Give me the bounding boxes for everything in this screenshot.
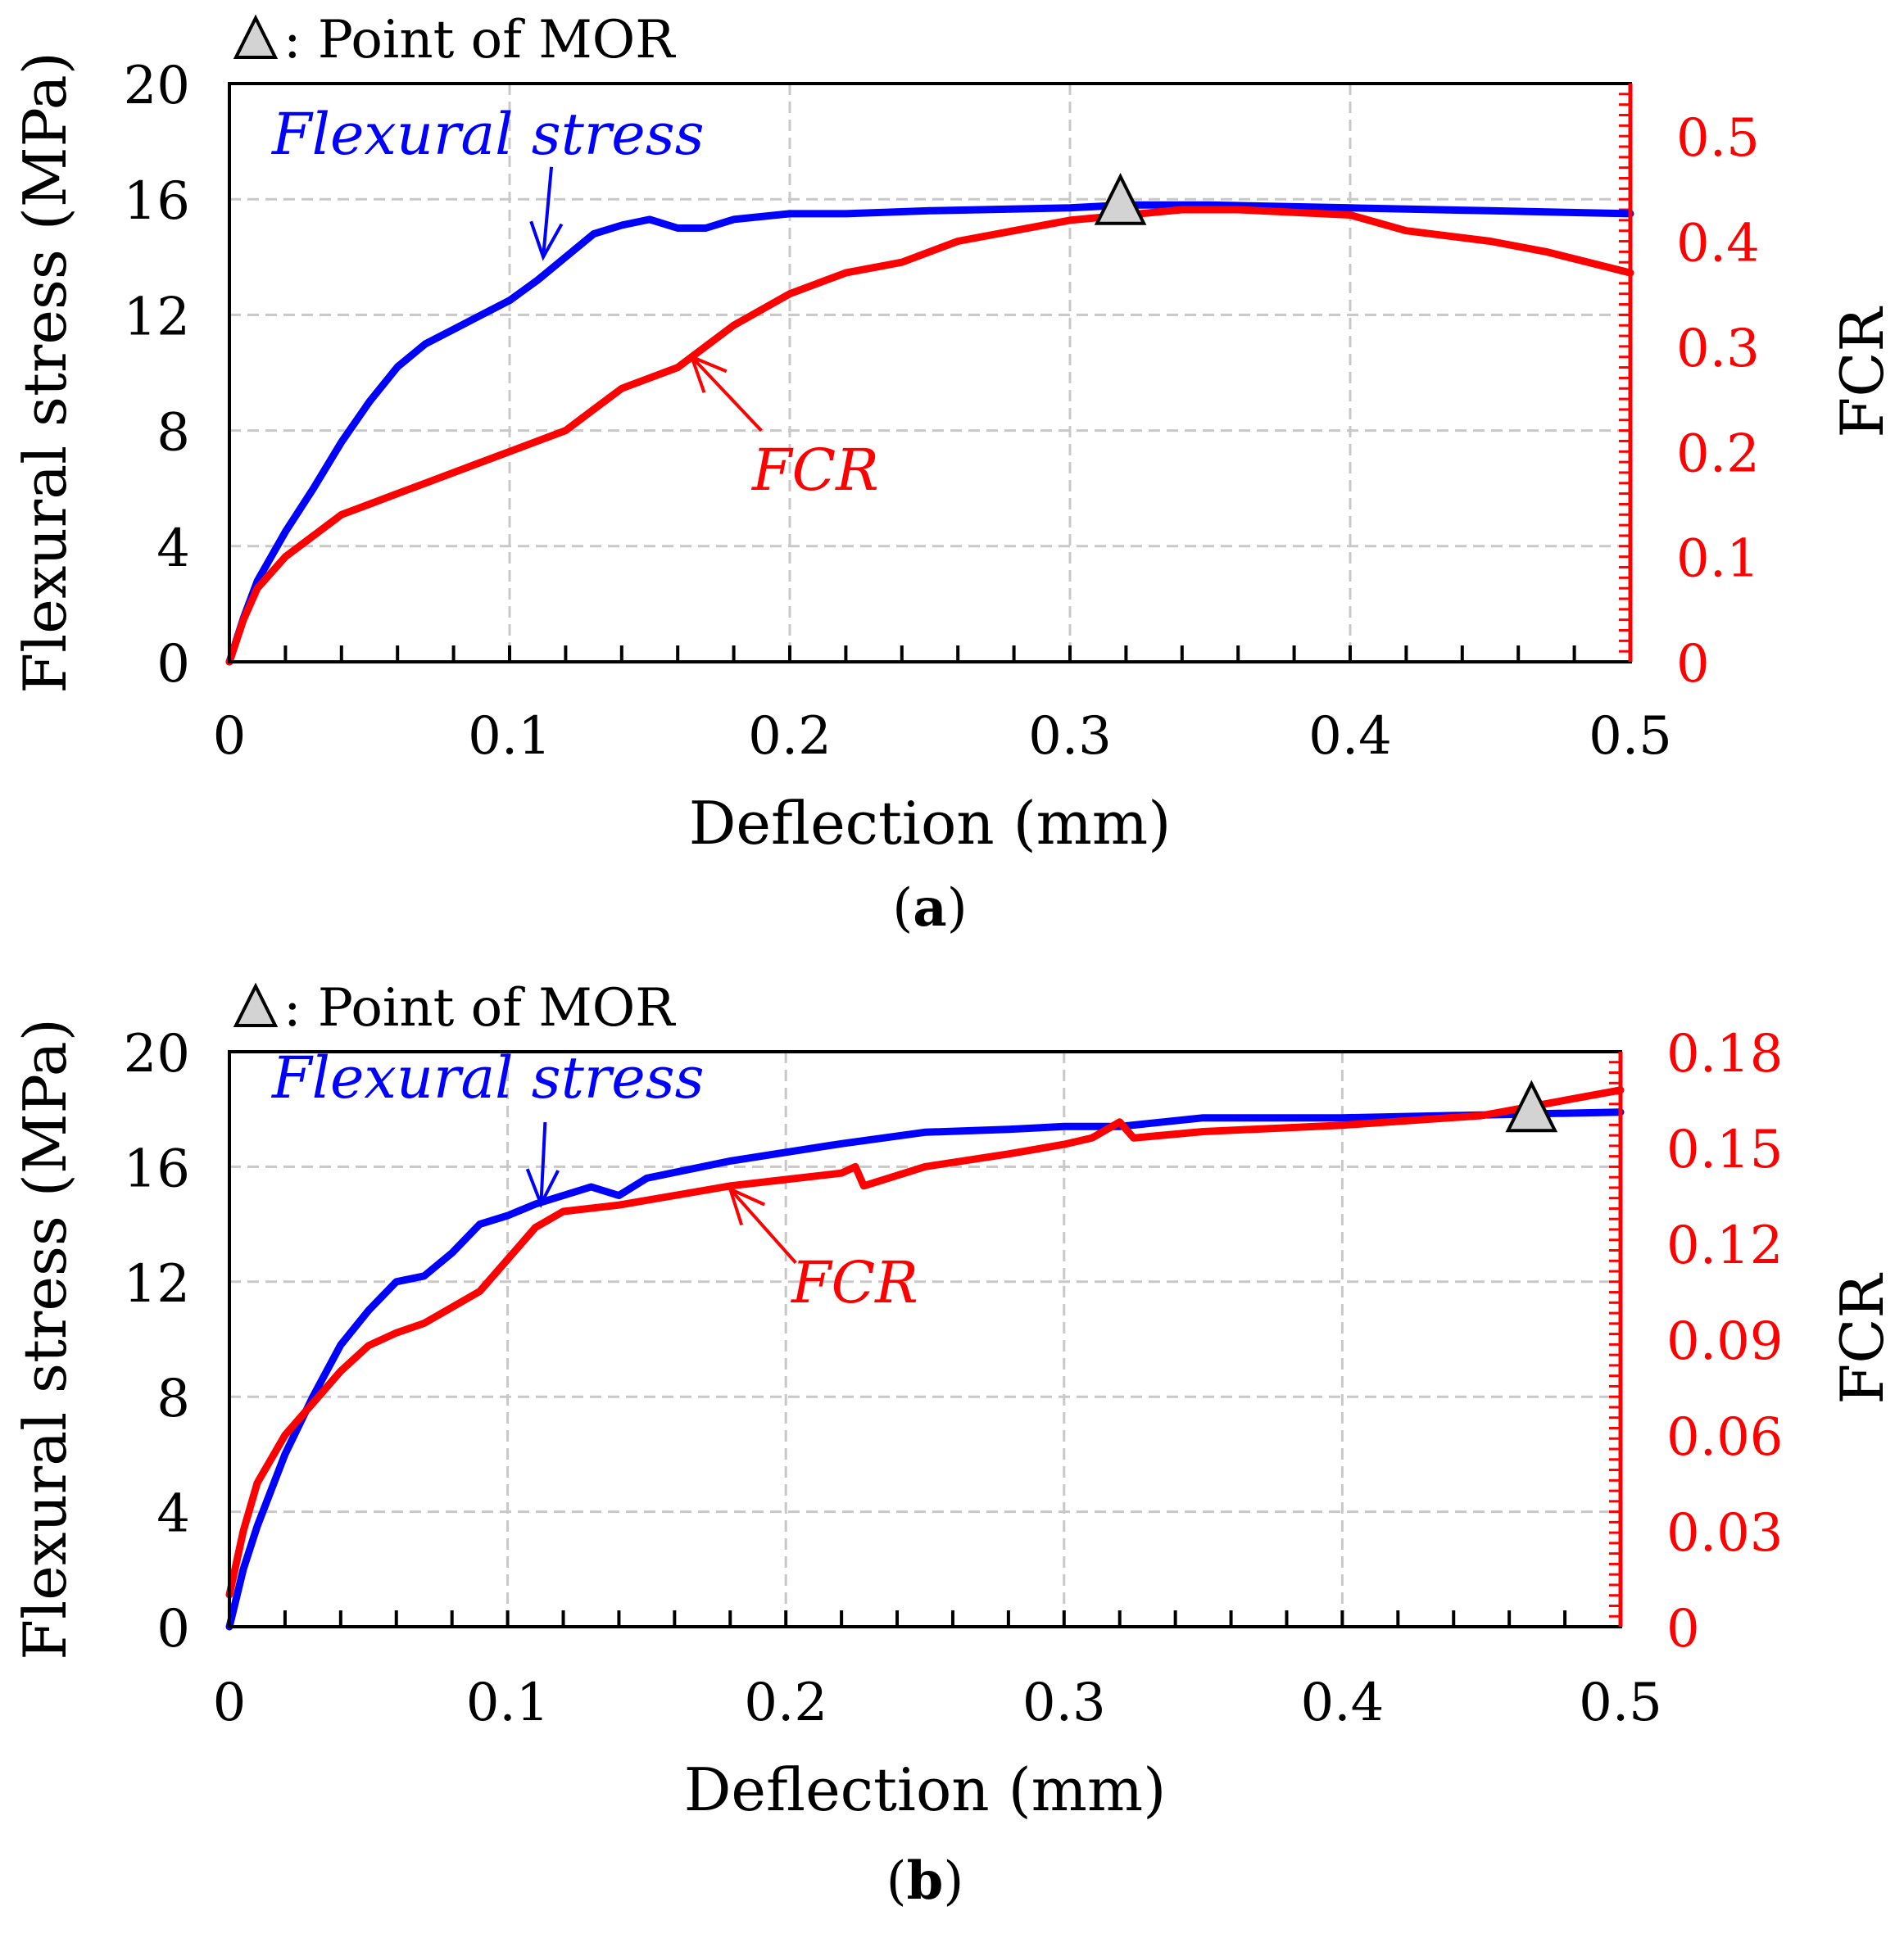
y2-tick-label: 0.03: [1666, 1503, 1784, 1564]
panel-label: (b): [886, 1850, 964, 1912]
y2-tick-label: 0.2: [1676, 423, 1760, 484]
chart-panel-b: 0 0.1 0.2 0.3 0.4 0.504812162000.030.060.090.…: [11, 978, 1897, 1912]
gridlines: [229, 1052, 1621, 1627]
panel-label-letter: b: [907, 1850, 944, 1912]
y-tick-label: 16: [124, 1139, 190, 1199]
legend-text: : Point of MOR: [283, 978, 676, 1039]
annotation-arrow-head: [728, 1186, 766, 1226]
panel-label-letter: a: [913, 877, 946, 939]
y-axis-title: Flexural stress (MPa): [11, 52, 79, 694]
y-tick-label: 0: [156, 1599, 190, 1660]
y-tick-label: 4: [156, 1484, 190, 1545]
y2-tick-label: 0.5: [1676, 108, 1760, 169]
annotation-arrow-shaft: [539, 1121, 547, 1205]
x-axis-title: Deflection (mm): [689, 789, 1172, 858]
y2-tick-label: 0.09: [1666, 1311, 1784, 1372]
x-tick-label: 0.4: [1301, 1673, 1385, 1733]
annotation-arrow-shaft: [728, 1188, 797, 1265]
y2-tick-label: 0.4: [1676, 214, 1760, 274]
panel-label-open-paren: (: [892, 878, 913, 939]
y2-tick-label: 0: [1676, 634, 1710, 695]
x-tick-label: 0.5: [1579, 1673, 1662, 1733]
x-tick-label: 0.3: [1022, 1673, 1106, 1733]
x-tick-label: 0: [213, 706, 247, 767]
y-tick-label: 12: [124, 287, 190, 347]
series-annotation-label: FCR: [790, 1249, 918, 1316]
x-tick-label: 0.2: [748, 706, 832, 767]
x-tick-label: 0.3: [1028, 706, 1112, 767]
y2-tick-label: 0.12: [1666, 1216, 1784, 1276]
x-tick-label: 0.2: [744, 1673, 827, 1733]
legend-marker-triangle: [233, 982, 279, 1027]
y-tick-label: 20: [124, 56, 190, 116]
plot-frame: [228, 82, 1632, 663]
panel-label-open-paren: (: [886, 1851, 907, 1912]
annotation-arrow-head: [688, 354, 728, 393]
legend-text: : Point of MOR: [283, 10, 676, 70]
panel-label-close-paren: ): [943, 1851, 963, 1912]
annotation-arrow-shaft: [690, 355, 763, 432]
y2-tick-label: 0.18: [1666, 1024, 1784, 1084]
legend: : Point of MOR: [233, 978, 676, 1039]
y-tick-label: 8: [156, 403, 190, 464]
plot-frame: [228, 1050, 1622, 1628]
series-annotation-label: Flexural stress: [270, 1044, 705, 1112]
series-line-fcr: [225, 1086, 1625, 1599]
mor-marker: [1505, 1080, 1558, 1133]
y2-axis-title: FCR: [1828, 1273, 1897, 1405]
mor-marker: [1094, 173, 1147, 225]
x-tick-label: 0: [213, 1673, 247, 1733]
series-line-flexural-stress: [225, 1108, 1625, 1631]
axis-ticks: [228, 82, 1632, 663]
y-tick-label: 20: [124, 1024, 190, 1084]
gridlines: [229, 84, 1630, 662]
y-tick-label: 16: [124, 171, 190, 232]
y2-tick-label: 0.3: [1676, 319, 1760, 379]
annotation-arrow-shaft: [542, 166, 554, 257]
y2-tick-label: 0.15: [1666, 1120, 1784, 1180]
series-annotation-label: Flexural stress: [270, 101, 705, 168]
x-tick-label: 0.1: [468, 706, 551, 767]
annotation-arrow-head: [525, 1168, 560, 1208]
x-tick-label: 0.4: [1308, 706, 1392, 767]
legend: : Point of MOR: [233, 10, 676, 70]
y2-tick-label: 0.1: [1676, 529, 1760, 590]
legend-marker-triangle: [233, 14, 279, 59]
y-tick-label: 12: [124, 1254, 190, 1315]
x-axis-title: Deflection (mm): [684, 1755, 1167, 1824]
series-annotation-label: FCR: [750, 437, 879, 504]
y-tick-label: 0: [156, 634, 190, 695]
panel-label-close-paren: ): [947, 878, 968, 939]
x-tick-label: 0.1: [466, 1673, 550, 1733]
y2-axis-title: FCR: [1828, 306, 1897, 438]
annotation-arrow-head: [529, 220, 564, 261]
y2-tick-label: 0: [1666, 1599, 1700, 1660]
chart-panel-a: 0 0.1 0.2 0.3 0.4 0.504812162000.10.20.30.40.…: [11, 10, 1897, 939]
y-tick-label: 4: [156, 518, 190, 579]
axis-ticks: [228, 1050, 1622, 1628]
series-line-flexural-stress: [225, 201, 1634, 666]
y2-tick-label: 0.06: [1666, 1407, 1784, 1468]
series-line-fcr: [225, 206, 1634, 666]
y-tick-label: 8: [156, 1369, 190, 1429]
panel-label: (a): [892, 877, 967, 939]
x-tick-label: 0.5: [1589, 706, 1672, 767]
y-axis-title: Flexural stress (MPa): [11, 1018, 79, 1660]
